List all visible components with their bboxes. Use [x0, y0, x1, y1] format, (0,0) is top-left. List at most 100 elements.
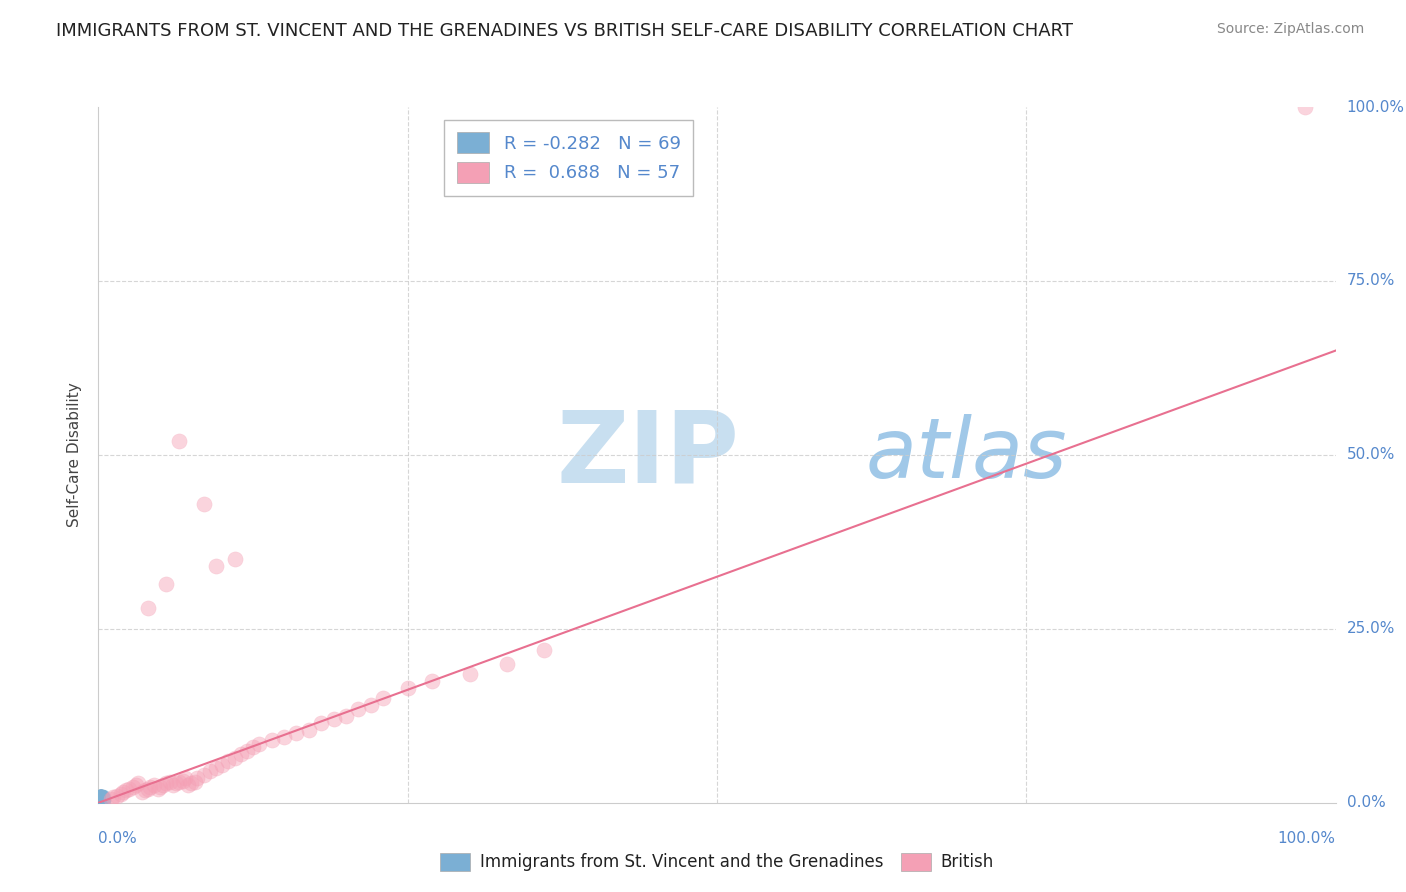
- Point: [90, 791, 112, 805]
- Point: [89, 790, 111, 805]
- Point: [89, 789, 111, 804]
- Point: [89, 794, 111, 808]
- Point: [112, 785, 135, 799]
- Point: [89, 789, 111, 804]
- Point: [89, 792, 111, 806]
- Point: [89, 790, 111, 805]
- Point: [236, 744, 259, 758]
- Point: [90, 792, 112, 806]
- Point: [217, 754, 239, 768]
- Point: [91, 790, 114, 805]
- Point: [309, 715, 332, 730]
- Point: [91, 794, 114, 808]
- Point: [90, 794, 112, 808]
- Point: [90, 791, 112, 805]
- Point: [91, 792, 114, 806]
- Point: [89, 793, 111, 807]
- Point: [229, 747, 252, 761]
- Point: [89, 794, 111, 808]
- Point: [335, 708, 357, 723]
- Point: [180, 776, 202, 790]
- Point: [533, 642, 555, 657]
- Point: [422, 674, 444, 689]
- Point: [90, 793, 112, 807]
- Point: [136, 601, 159, 615]
- Point: [114, 783, 136, 797]
- Point: [90, 791, 112, 805]
- Point: [155, 576, 177, 591]
- Point: [118, 781, 141, 796]
- Point: [90, 792, 112, 806]
- Point: [91, 791, 114, 805]
- Point: [260, 733, 283, 747]
- Point: [159, 775, 181, 789]
- Point: [90, 789, 112, 804]
- Legend: Immigrants from St. Vincent and the Grenadines, British: Immigrants from St. Vincent and the Gren…: [433, 846, 1001, 878]
- Point: [131, 785, 153, 799]
- Point: [90, 792, 112, 806]
- Text: atlas: atlas: [866, 415, 1067, 495]
- Point: [110, 788, 132, 802]
- Point: [122, 780, 145, 795]
- Point: [93, 791, 115, 805]
- Point: [90, 791, 112, 805]
- Point: [347, 702, 370, 716]
- Text: ZIP: ZIP: [557, 407, 740, 503]
- Point: [155, 776, 177, 790]
- Point: [90, 794, 112, 808]
- Point: [90, 792, 112, 806]
- Point: [89, 791, 111, 805]
- Point: [90, 792, 112, 806]
- Point: [90, 790, 112, 805]
- Point: [247, 737, 270, 751]
- Point: [143, 778, 166, 792]
- Point: [360, 698, 382, 713]
- Text: IMMIGRANTS FROM ST. VINCENT AND THE GRENADINES VS BRITISH SELF-CARE DISABILITY C: IMMIGRANTS FROM ST. VINCENT AND THE GREN…: [56, 22, 1073, 40]
- Point: [124, 778, 146, 792]
- Point: [1294, 100, 1316, 114]
- Point: [90, 789, 112, 804]
- Point: [90, 794, 112, 808]
- Point: [90, 793, 112, 807]
- Point: [91, 791, 114, 805]
- Point: [90, 791, 112, 805]
- Text: 50.0%: 50.0%: [1347, 448, 1395, 462]
- Point: [90, 791, 112, 805]
- Point: [89, 794, 111, 808]
- Point: [285, 726, 308, 740]
- Point: [136, 781, 159, 796]
- Point: [93, 793, 115, 807]
- Point: [90, 791, 112, 805]
- Text: 75.0%: 75.0%: [1347, 274, 1395, 288]
- Point: [89, 793, 111, 807]
- Point: [90, 793, 112, 807]
- Text: Source: ZipAtlas.com: Source: ZipAtlas.com: [1216, 22, 1364, 37]
- Point: [89, 789, 111, 804]
- Point: [184, 775, 207, 789]
- Point: [174, 772, 197, 786]
- Point: [103, 790, 125, 805]
- Point: [93, 794, 115, 808]
- Point: [198, 764, 221, 779]
- Point: [90, 791, 112, 805]
- Point: [105, 789, 128, 803]
- Point: [127, 776, 149, 790]
- Point: [186, 772, 208, 786]
- Point: [89, 794, 111, 808]
- Text: 100.0%: 100.0%: [1347, 100, 1405, 114]
- Point: [167, 775, 190, 789]
- Point: [91, 794, 114, 808]
- Text: 100.0%: 100.0%: [1278, 830, 1336, 846]
- Point: [91, 793, 114, 807]
- Point: [90, 794, 112, 808]
- Point: [91, 792, 114, 806]
- Text: 0.0%: 0.0%: [98, 830, 138, 846]
- Point: [273, 730, 295, 744]
- Point: [91, 792, 114, 806]
- Point: [89, 791, 111, 805]
- Point: [152, 778, 174, 792]
- Point: [91, 791, 114, 805]
- Point: [149, 780, 172, 795]
- Point: [371, 691, 394, 706]
- Point: [89, 793, 111, 807]
